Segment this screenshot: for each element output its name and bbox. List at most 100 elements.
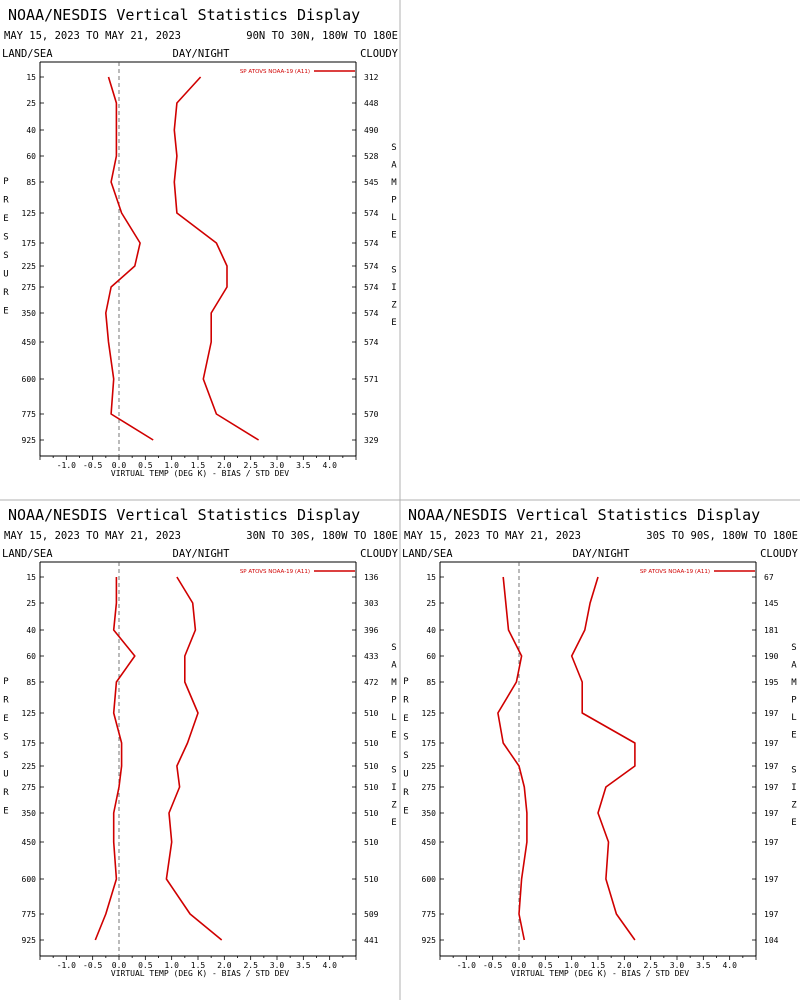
x-tick-label: -0.5 bbox=[83, 461, 102, 470]
sample-size-axis-letter: A bbox=[391, 161, 397, 171]
pressure-level-label: 15 bbox=[26, 73, 36, 82]
sample-size-axis-letter: L bbox=[791, 713, 796, 723]
pressure-level-label: 925 bbox=[22, 436, 37, 445]
sample-size-axis-letter: Z bbox=[791, 801, 797, 811]
sample-size-axis-letter: S bbox=[391, 143, 396, 153]
x-tick-label: 2.0 bbox=[217, 461, 232, 470]
region-label: 30N TO 30S, 180W TO 180E bbox=[246, 530, 398, 542]
sample-size-label: 197 bbox=[764, 762, 779, 771]
sample-size-axis-letter: I bbox=[791, 783, 796, 793]
x-tick-label: 0.5 bbox=[138, 461, 153, 470]
pressure-level-label: 350 bbox=[422, 809, 437, 818]
pressure-level-label: 600 bbox=[22, 375, 37, 384]
sample-size-label: 448 bbox=[364, 99, 379, 108]
std-dev-line bbox=[173, 76, 260, 441]
pressure-level-label: 60 bbox=[26, 652, 36, 661]
pressure-axis-letter: P bbox=[3, 677, 9, 687]
sample-size-label: 571 bbox=[364, 375, 379, 384]
pressure-axis-letter: E bbox=[403, 807, 408, 817]
sample-size-label: 197 bbox=[764, 809, 779, 818]
pressure-axis-letter: E bbox=[3, 307, 8, 317]
pressure-level-label: 175 bbox=[422, 739, 437, 748]
pressure-axis-letter: R bbox=[3, 196, 9, 206]
pressure-axis-letter: P bbox=[403, 677, 409, 687]
sample-size-label: 312 bbox=[364, 73, 379, 82]
pressure-level-label: 125 bbox=[422, 709, 437, 718]
x-tick-label: 1.5 bbox=[591, 961, 606, 970]
pressure-level-label: 275 bbox=[22, 283, 37, 292]
x-tick-label: 0.0 bbox=[512, 961, 527, 970]
x-tick-label: 4.0 bbox=[722, 961, 737, 970]
pressure-axis-letter: R bbox=[3, 788, 9, 798]
pressure-level-label: 175 bbox=[22, 739, 37, 748]
sample-size-label: 510 bbox=[364, 709, 379, 718]
sample-size-axis-letter: I bbox=[391, 283, 396, 293]
x-tick-label: 2.5 bbox=[643, 961, 658, 970]
pressure-level-label: 85 bbox=[26, 678, 36, 687]
x-tick-label: 1.0 bbox=[164, 961, 179, 970]
pressure-level-label: 85 bbox=[26, 178, 36, 187]
sample-size-axis-letter: I bbox=[391, 783, 396, 793]
pressure-level-label: 85 bbox=[426, 678, 436, 687]
sample-size-label: 472 bbox=[364, 678, 379, 687]
sample-size-axis-letter: L bbox=[391, 713, 396, 723]
date-range: MAY 15, 2023 TO MAY 21, 2023 bbox=[4, 530, 181, 542]
x-tick-label: 0.0 bbox=[112, 461, 127, 470]
sample-size-axis-letter: M bbox=[791, 678, 797, 688]
pressure-axis-letter: U bbox=[3, 770, 8, 780]
sample-size-axis-letter: E bbox=[391, 318, 396, 328]
land-sea-label: LAND/SEA bbox=[2, 48, 53, 60]
pressure-level-label: 600 bbox=[22, 875, 37, 884]
land-sea-label: LAND/SEA bbox=[2, 548, 53, 560]
sample-size-label: 510 bbox=[364, 875, 379, 884]
x-axis-title: VIRTUAL TEMP (DEG K) - BIAS / STD DEV bbox=[111, 469, 289, 478]
pressure-axis-letter: E bbox=[403, 714, 408, 724]
pressure-axis-letter: S bbox=[3, 251, 8, 261]
pressure-level-label: 450 bbox=[422, 838, 437, 847]
pressure-level-label: 350 bbox=[22, 309, 37, 318]
x-tick-label: 1.5 bbox=[191, 961, 206, 970]
chart-title: NOAA/NESDIS Vertical Statistics Display bbox=[8, 506, 360, 524]
chart-panel: NOAA/NESDIS Vertical Statistics Display M… bbox=[402, 506, 799, 978]
sample-size-label: 574 bbox=[364, 209, 379, 218]
x-tick-label: 4.0 bbox=[322, 961, 337, 970]
sample-size-label: 574 bbox=[364, 309, 379, 318]
sample-size-label: 510 bbox=[364, 739, 379, 748]
pressure-axis-letter: S bbox=[403, 733, 408, 743]
pressure-level-label: 125 bbox=[22, 709, 37, 718]
pressure-axis-letter: R bbox=[403, 696, 409, 706]
pressure-level-label: 60 bbox=[426, 652, 436, 661]
pressure-level-label: 25 bbox=[26, 599, 36, 608]
sample-size-label: 197 bbox=[764, 838, 779, 847]
pressure-level-label: 40 bbox=[26, 126, 36, 135]
sample-size-axis-letter: E bbox=[391, 731, 396, 741]
pressure-axis-letter: S bbox=[3, 233, 8, 243]
x-tick-label: 3.0 bbox=[270, 461, 285, 470]
bias-line bbox=[94, 577, 136, 941]
sample-size-label: 574 bbox=[364, 262, 379, 271]
chart-title: NOAA/NESDIS Vertical Statistics Display bbox=[8, 6, 360, 24]
sample-size-label: 329 bbox=[364, 436, 379, 445]
x-tick-label: 3.0 bbox=[270, 961, 285, 970]
x-tick-label: 0.5 bbox=[138, 961, 153, 970]
sample-size-label: 303 bbox=[364, 599, 379, 608]
x-tick-label: -0.5 bbox=[483, 961, 502, 970]
x-tick-label: -0.5 bbox=[83, 961, 102, 970]
chart-title: NOAA/NESDIS Vertical Statistics Display bbox=[408, 506, 760, 524]
x-tick-label: 1.0 bbox=[564, 961, 579, 970]
x-tick-label: 1.5 bbox=[191, 461, 206, 470]
pressure-axis-letter: E bbox=[3, 214, 8, 224]
x-tick-label: 0.5 bbox=[538, 961, 553, 970]
sample-size-label: 197 bbox=[764, 709, 779, 718]
date-range: MAY 15, 2023 TO MAY 21, 2023 bbox=[4, 30, 181, 42]
x-tick-label: 3.5 bbox=[696, 961, 711, 970]
sample-size-label: 195 bbox=[764, 678, 779, 687]
sample-size-label: 441 bbox=[364, 936, 379, 945]
pressure-level-label: 40 bbox=[426, 626, 436, 635]
sample-size-label: 509 bbox=[364, 910, 379, 919]
x-tick-label: 1.0 bbox=[164, 461, 179, 470]
pressure-level-label: 775 bbox=[422, 910, 437, 919]
sample-size-label: 528 bbox=[364, 152, 379, 161]
pressure-level-label: 925 bbox=[22, 936, 37, 945]
day-night-label: DAY/NIGHT bbox=[173, 48, 231, 60]
